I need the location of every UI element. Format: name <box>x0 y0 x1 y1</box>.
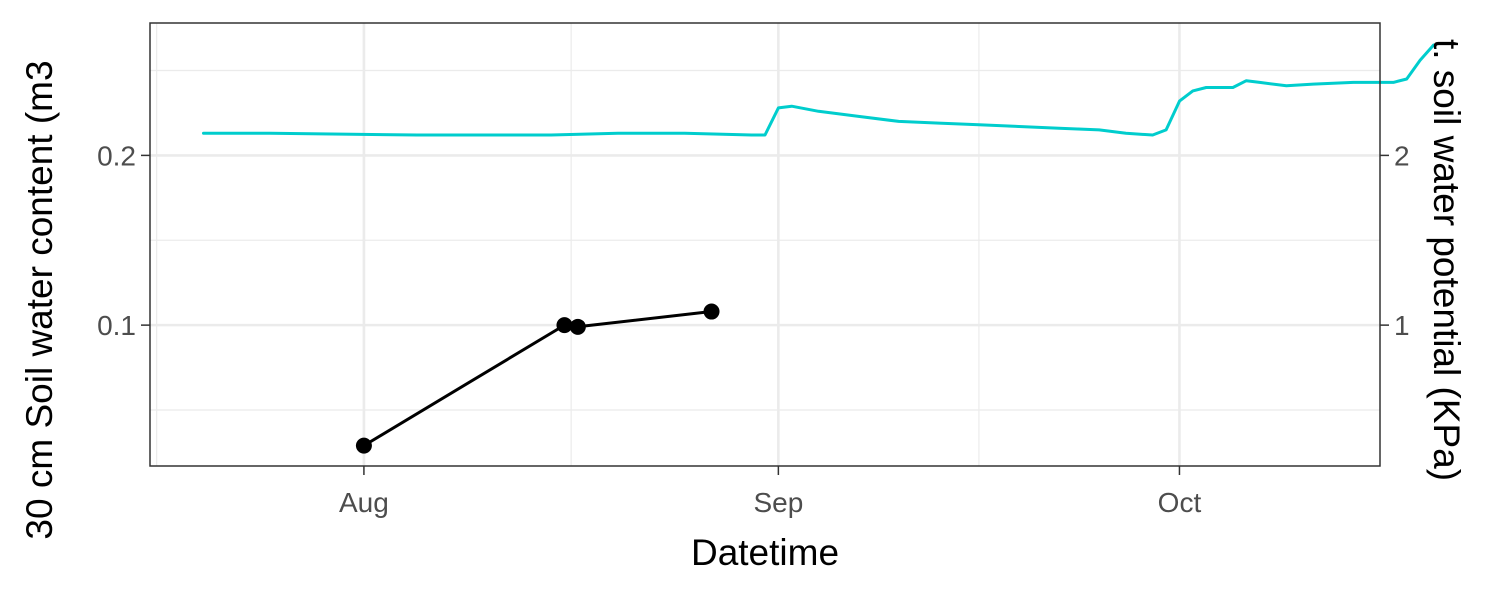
water-potential-point <box>355 437 372 454</box>
series-layer <box>202 43 1435 454</box>
x-tick-label: Aug <box>339 487 389 518</box>
y-left-tick-label: 0.2 <box>97 140 136 171</box>
y-left-tick-label: 0.1 <box>97 310 136 341</box>
minor-grid <box>150 23 1380 466</box>
plot-panel-background <box>150 23 1380 466</box>
major-grid <box>150 23 1380 466</box>
water-content-line <box>202 43 1435 137</box>
y-axis-right-title: t. soil water potential (KPa) <box>1426 39 1467 481</box>
y-right-tick-label: 2 <box>1394 140 1410 171</box>
water-potential-point <box>569 318 586 335</box>
y-axis-right: 12 <box>1380 140 1410 341</box>
x-tick-label: Oct <box>1158 487 1202 518</box>
y-right-tick-label: 1 <box>1394 310 1410 341</box>
water-potential-point <box>556 317 573 334</box>
plot-panel-border <box>149 22 1381 467</box>
y-axis-left-title: 30 cm Soil water content (m3 <box>19 60 60 539</box>
x-tick-label: Sep <box>753 487 803 518</box>
water-potential-point <box>703 303 720 320</box>
x-axis: Aug Sep Oct <box>339 466 1201 518</box>
x-axis-title: Datetime <box>691 532 839 573</box>
y-axis-left: 0.1 0.2 <box>97 140 150 341</box>
